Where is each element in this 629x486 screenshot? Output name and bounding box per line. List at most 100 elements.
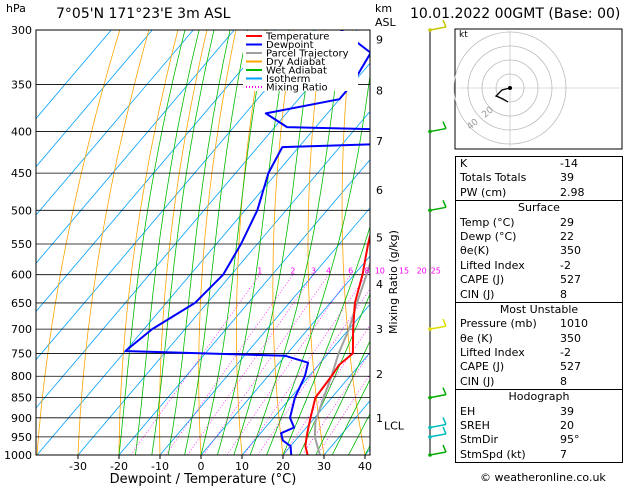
legend-entry: Temperature xyxy=(265,32,329,43)
mu-label: CAPE (J) xyxy=(460,360,505,374)
km-tick-label: 6 xyxy=(376,184,383,197)
mixing-ratio-label: 3 xyxy=(311,267,316,276)
km-tick-label: 1 xyxy=(376,412,383,425)
mu-label: Lifted Index xyxy=(460,346,525,360)
surface-value: 350 xyxy=(560,244,581,258)
pressure-tick-label: 800 xyxy=(11,370,32,383)
indices-table: K -14 Totals Totals 39 PW (cm) 2.98 Surf… xyxy=(455,156,623,464)
surface-label: Temp (°C) xyxy=(460,215,515,229)
x-tick-label: 10 xyxy=(235,460,249,473)
surface-label: θe(K) xyxy=(460,244,490,258)
footer-credit: © weatheronline.co.uk xyxy=(480,471,606,484)
km-tick-label: 2 xyxy=(376,368,383,381)
dry-adiabat-line xyxy=(307,30,325,455)
wet-adiabat-line xyxy=(135,30,200,455)
mixing-ratio-label: 20 xyxy=(417,267,427,276)
index-value: 2.98 xyxy=(560,185,585,199)
isotherm-line xyxy=(118,159,370,455)
wind-barb-staff xyxy=(429,127,447,133)
wind-barb-staff xyxy=(429,451,447,456)
x-tick-label: 0 xyxy=(198,460,205,473)
wind-barb-flag xyxy=(442,444,447,453)
surface-label: CIN (J) xyxy=(460,287,495,301)
x-tick-label: 40 xyxy=(358,460,372,473)
wind-barb-flag xyxy=(442,387,447,395)
surface-value: 527 xyxy=(560,273,581,287)
pressure-tick-label: 700 xyxy=(11,323,32,336)
mixing-ratio-label: 2 xyxy=(290,267,295,276)
index-label: K xyxy=(460,157,468,170)
wind-barb-dot xyxy=(428,435,432,439)
hodo-label: SREH xyxy=(460,419,490,433)
hodo-label: EH xyxy=(460,404,476,418)
dry-adiabat-line xyxy=(77,30,150,455)
pressure-tick-label: 650 xyxy=(11,297,32,310)
index-row-pw: PW (cm) 2.98 xyxy=(456,186,622,200)
index-row-k: K -14 xyxy=(456,157,622,171)
mixing-ratio-label: 25 xyxy=(431,267,441,276)
mixing-ratio-label: 15 xyxy=(399,267,409,276)
isotherm-line xyxy=(77,110,370,455)
pressure-tick-label: 850 xyxy=(11,392,32,405)
km-tick-label: 4 xyxy=(376,278,383,291)
x-tick-label: 30 xyxy=(317,460,331,473)
surface-value: 22 xyxy=(560,229,574,243)
isotherm-line xyxy=(282,352,370,455)
mu-value: 8 xyxy=(560,374,567,388)
wind-barb-staff xyxy=(429,325,447,330)
hodo-value: 7 xyxy=(560,447,567,461)
isotherm-line xyxy=(36,30,317,361)
pressure-tick-label: 1000 xyxy=(4,449,32,462)
dry-adiabat-line xyxy=(118,30,179,455)
wet-adiabat-line xyxy=(266,73,370,455)
legend-box xyxy=(243,31,358,91)
km-tick-label: 3 xyxy=(376,323,383,336)
pressure-tick-label: 400 xyxy=(11,126,32,139)
wind-barb-dot xyxy=(428,453,432,457)
pressure-tick-label: 900 xyxy=(11,412,32,425)
pressure-tick-label: 300 xyxy=(11,24,32,37)
pressure-tick-label: 500 xyxy=(11,204,32,217)
km-tick-label: 9 xyxy=(376,33,383,46)
wet-adiabat-line xyxy=(118,30,186,455)
km-tick-label: 8 xyxy=(376,84,383,97)
mu-value: 1010 xyxy=(560,317,588,331)
legend-entry: Dry Adiabat xyxy=(266,57,325,68)
dry-adiabat-line xyxy=(341,30,366,455)
wet-adiabat-line xyxy=(315,340,370,455)
legend-entry: Dewpoint xyxy=(266,40,314,51)
wind-barb-staff xyxy=(429,423,447,429)
mixing-ratio-label: 4 xyxy=(326,267,331,276)
surface-label: Dewp (°C) xyxy=(460,229,517,243)
x-tick-label: -20 xyxy=(110,460,128,473)
pressure-tick-label: 350 xyxy=(11,78,32,91)
surface-value: -2 xyxy=(560,258,571,272)
wind-barb-staff xyxy=(429,206,447,212)
index-value: -14 xyxy=(560,157,578,170)
isotherm-line xyxy=(36,30,153,168)
wind-barb-flag xyxy=(442,417,447,425)
legend-entry: Parcel Trajectory xyxy=(266,49,349,60)
hodograph-unit-label: kt xyxy=(459,30,468,40)
wet-adiabat-line xyxy=(184,30,248,455)
hpa-label: hPa xyxy=(6,2,26,15)
pressure-tick-label: 750 xyxy=(11,347,32,360)
index-label: Totals Totals xyxy=(460,171,527,185)
x-axis-label: Dewpoint / Temperature (°C) xyxy=(110,472,297,486)
mu-value: 527 xyxy=(560,360,581,374)
isotherm-line xyxy=(159,207,370,455)
wind-barb-flag xyxy=(442,19,447,28)
pressure-tick-label: 550 xyxy=(11,238,32,251)
datetime-title: 10.01.2022 00GMT (Base: 00) xyxy=(410,6,621,22)
mixing-ratio-label: 1 xyxy=(257,267,262,276)
legend-entry: Wet Adiabat xyxy=(266,66,327,77)
hodo-value: 20 xyxy=(560,419,574,433)
x-tick-label: 20 xyxy=(276,460,290,473)
wind-barb-dot xyxy=(428,425,432,430)
dry-adiabat-line xyxy=(407,30,447,455)
dry-adiabat-line xyxy=(159,30,208,455)
mixing-ratio-line xyxy=(226,274,351,455)
location-title: 7°05'N 171°23'E 3m ASL xyxy=(56,6,231,22)
mu-label: θe (K) xyxy=(460,331,493,345)
